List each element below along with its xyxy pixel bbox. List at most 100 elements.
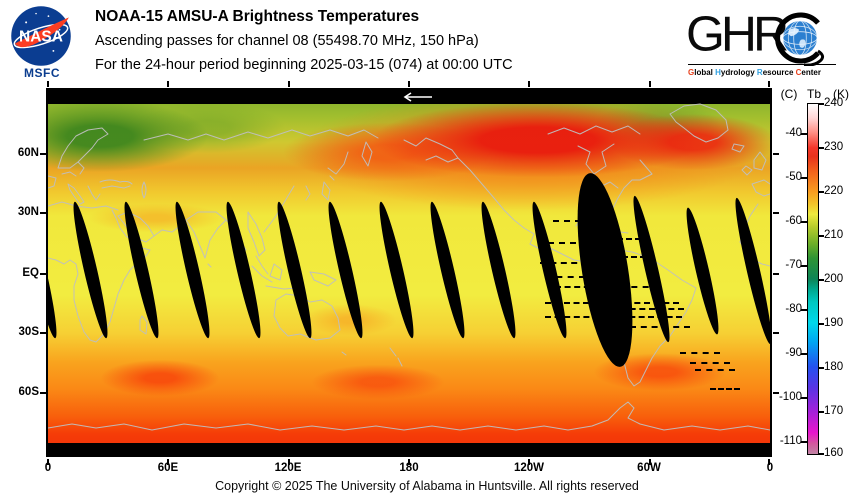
nasa-wordmark: NASA [19,29,63,46]
ghrc-tagline: Global Hydrology Resource Center [688,68,852,77]
colorbar-tick [801,309,807,311]
lon-tick [649,81,651,87]
ghrc-rule [688,64,836,65]
kelvin-label: 190 [824,317,844,329]
ghrc-tagline-part: enter [801,68,821,77]
msfc-label: MSFC [24,66,60,80]
lat-tick [773,332,779,334]
lat-label: 60S [18,386,39,398]
ghrc-tagline-part: lobal [694,68,716,77]
lat-label: EQ [22,267,39,279]
ghrc-tagline-part: G [688,68,695,77]
lon-tick [408,81,410,87]
lon-tick [649,459,651,465]
colorbar-tick [801,221,807,223]
scan-edge-dashes [620,316,682,318]
lon-label: 180 [399,462,419,474]
lat-label: 30N [17,206,39,218]
celsius-label: -100 [778,391,802,403]
westward-arrow-icon [403,92,432,102]
kelvin-label: 230 [824,141,844,153]
lat-tick [40,392,46,394]
lon-label: 0 [44,462,52,474]
scan-edge-dashes [548,242,576,244]
subtitle-period: For the 24-hour period beginning 2025-03… [95,57,513,73]
lon-tick [768,459,770,465]
colorbar-tick [801,397,807,399]
colorbar-tick [801,265,807,267]
kelvin-label: 170 [824,405,844,417]
scan-edge-dashes [710,388,740,390]
nasa-swoosh [14,17,69,48]
colorbar-tick [818,323,824,325]
nasa-logo: NASA [11,6,71,66]
scan-edge-dashes [690,362,730,364]
lat-tick [773,273,779,275]
celsius-label: -50 [785,171,802,183]
lon-tick [167,459,169,465]
kelvin-label: 180 [824,361,844,373]
lon-label: 60W [637,462,661,474]
lon-tick [288,81,290,87]
colorbar-title: Tb [806,87,821,101]
colorbar-tick [801,177,807,179]
colorbar-tick [818,367,824,369]
no-data-band-south [48,443,770,455]
scan-edge-dashes [545,316,599,318]
lon-tick [768,81,770,87]
lon-tick [528,459,530,465]
lon-tick [408,459,410,465]
celsius-label: -110 [779,435,802,447]
lat-tick [40,153,46,155]
colorbar-tick [818,279,824,281]
kelvin-label: 160 [824,447,844,459]
kelvin-label: 200 [824,273,844,285]
ghrc-tagline-part: R [756,68,763,77]
globe-icon [782,20,818,56]
lon-label: 120W [513,462,545,474]
celsius-label: -40 [785,127,802,139]
colorbar-tick [818,147,824,149]
lat-tick [773,392,779,394]
colorbar-tick [818,191,824,193]
kelvin-label: 240 [824,97,844,109]
celsius-label: -80 [785,303,802,315]
lon-tick [47,81,49,87]
page-title: NOAA-15 AMSU-A Brightness Temperatures [95,8,420,25]
scan-edge-dashes [630,326,690,328]
lon-tick [167,81,169,87]
ghrc-c-arc [775,12,825,66]
lon-label: 120E [274,462,302,474]
scan-edge-dashes [620,308,684,310]
lat-tick [773,153,779,155]
kelvin-label: 210 [824,229,844,241]
lat-tick [773,212,779,214]
world-brightness-temperature-map [46,88,772,457]
scan-edge-dashes [615,302,679,304]
celsius-label: -70 [785,259,802,271]
colorbar-tick [818,453,824,455]
scan-edge-dashes [540,262,598,264]
celsius-label: -90 [785,347,802,359]
scan-edge-dashes [620,286,660,288]
lon-label: 60E [157,462,179,474]
celsius-label: -60 [785,215,802,227]
colorbar-tick [818,235,824,237]
copyright-text: Copyright © 2025 The University of Alaba… [215,479,639,493]
colorbar-tick [801,353,807,355]
ghrc-logo: GHR Global Hydrology Resource Center [686,8,852,80]
scan-edge-dashes [553,220,581,222]
scan-edge-dashes [680,352,720,354]
colorbar-tick [818,411,824,413]
scan-edge-dashes [545,276,585,278]
lon-label: 0 [766,462,774,474]
ghrc-letters: GHR [686,6,789,62]
ghrc-tagline-part: ydrology [720,68,757,77]
ghrc-tagline-part: C [795,68,802,77]
colorbar-tick [801,441,807,443]
lat-tick [40,332,46,334]
lat-tick [40,212,46,214]
scan-edge-dashes [613,256,655,258]
lat-label: 60N [17,147,39,159]
